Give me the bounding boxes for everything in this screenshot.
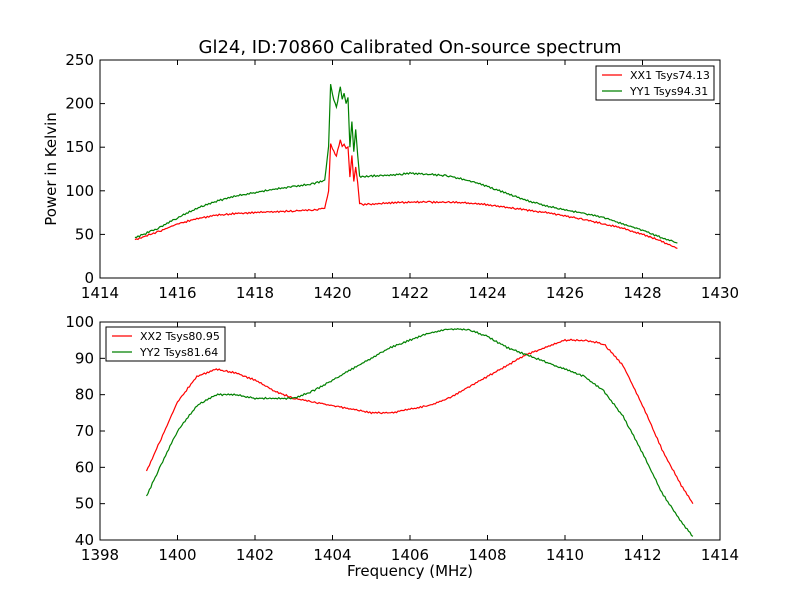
y-tick-label: 200	[65, 95, 94, 113]
legend-box	[105, 326, 226, 362]
x-tick-label: 1426	[546, 284, 584, 302]
y-tick-label: 150	[65, 138, 94, 156]
x-tick-label: 1428	[623, 284, 661, 302]
x-tick-label: 1402	[236, 546, 274, 564]
y-tick-label: 100	[65, 313, 94, 331]
top-panel: 1414 1416 1418 1420 1422 1424 1426 1428 1430 0 50 1…	[65, 51, 739, 302]
y-tick-label: 90	[75, 349, 94, 367]
series-line-1	[134, 139, 678, 249]
legend: XX2 Tsys80.95 YY2 Tsys81.64	[105, 326, 226, 362]
legend-box	[595, 65, 715, 101]
y-tick-label: 80	[75, 386, 94, 404]
y-tick-label: 40	[75, 531, 94, 549]
y-tick-label: 70	[75, 422, 94, 440]
x-tick-label: 1414	[701, 546, 739, 564]
y-tick-label: 50	[75, 225, 94, 243]
x-tick-label: 1422	[391, 284, 429, 302]
legend: XX1 Tsys74.13 YY1 Tsys94.31	[595, 65, 715, 101]
x-tick-label: 1412	[623, 546, 661, 564]
figure-title: Gl24, ID:70860 Calibrated On-source spec…	[199, 37, 622, 58]
legend-label: YY1 Tsys94.31	[629, 85, 708, 98]
series-line-1	[145, 338, 694, 504]
y-tick-label: 0	[84, 269, 94, 287]
x-tick-label: 1418	[236, 284, 274, 302]
legend-label: YY2 Tsys81.64	[139, 346, 218, 359]
x-tick-label: 1398	[81, 546, 119, 564]
series-line-2	[145, 328, 694, 537]
y-tick-label: 50	[75, 495, 94, 513]
series-line-2	[134, 83, 678, 244]
x-tick-label: 1424	[468, 284, 506, 302]
x-tick-label: 1408	[468, 546, 506, 564]
x-axis-label: Frequency (MHz)	[347, 562, 473, 580]
legend-label: XX1 Tsys74.13	[630, 69, 710, 82]
x-tick-label: 1410	[546, 546, 584, 564]
y-tick-label: 60	[75, 458, 94, 476]
y-tick-label: 250	[65, 51, 94, 69]
x-tick-label: 1420	[313, 284, 351, 302]
legend-label: XX2 Tsys80.95	[140, 330, 220, 343]
x-tick-label: 1404	[313, 546, 351, 564]
x-tick-label: 1416	[158, 284, 196, 302]
x-tick-label: 1406	[391, 546, 429, 564]
bottom-panel: 1398 1400 1402 1404 1406 1408 1410 1412 1414 40 50…	[65, 313, 739, 564]
y-tick-label: 100	[65, 182, 94, 200]
x-tick-label: 1430	[701, 284, 739, 302]
y-axis-label: Power in Kelvin	[42, 112, 60, 226]
x-tick-label: 1414	[81, 284, 119, 302]
x-tick-label: 1400	[158, 546, 196, 564]
